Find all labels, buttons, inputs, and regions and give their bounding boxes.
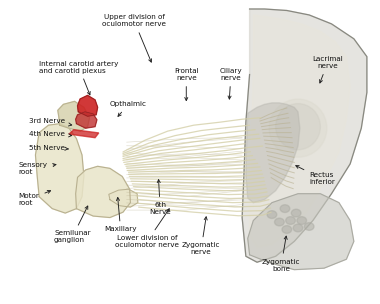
Circle shape [291, 209, 301, 217]
Circle shape [297, 217, 307, 224]
Circle shape [267, 211, 277, 219]
Circle shape [286, 217, 295, 224]
Circle shape [282, 226, 292, 233]
Text: Internal carotid artery
and carotid plexus: Internal carotid artery and carotid plex… [39, 60, 119, 95]
Polygon shape [78, 95, 98, 116]
Text: Rectus
inferior: Rectus inferior [296, 166, 335, 185]
Text: Maxillary: Maxillary [105, 198, 137, 233]
Ellipse shape [269, 99, 327, 157]
Polygon shape [242, 9, 367, 262]
Text: 5th Nerve: 5th Nerve [29, 144, 68, 150]
Circle shape [274, 218, 284, 226]
Polygon shape [246, 103, 300, 203]
Text: Zygomatic
bone: Zygomatic bone [262, 236, 301, 272]
Text: 3rd Nerve: 3rd Nerve [29, 118, 72, 126]
Circle shape [304, 223, 314, 230]
Text: Lower division of
oculomotor nerve: Lower division of oculomotor nerve [115, 209, 179, 248]
Text: Ciliary
nerve: Ciliary nerve [220, 68, 242, 99]
Text: Frontal
nerve: Frontal nerve [174, 68, 199, 101]
Polygon shape [248, 194, 354, 270]
Text: Opthalmic: Opthalmic [110, 101, 147, 116]
Polygon shape [109, 189, 138, 207]
Text: Semilunar
ganglion: Semilunar ganglion [54, 206, 91, 244]
Circle shape [293, 224, 303, 232]
Text: Sensory
root: Sensory root [19, 162, 56, 175]
Text: 6th
Nerve: 6th Nerve [149, 180, 171, 215]
Polygon shape [250, 15, 350, 247]
Text: Upper division of
oculomotor nerve: Upper division of oculomotor nerve [102, 14, 166, 62]
Circle shape [280, 205, 290, 212]
Polygon shape [35, 124, 84, 213]
Text: Lacrimal
nerve: Lacrimal nerve [312, 56, 343, 83]
Ellipse shape [276, 104, 320, 150]
Text: Motor
root: Motor root [19, 191, 51, 206]
Polygon shape [76, 112, 97, 128]
Polygon shape [69, 130, 99, 138]
Text: Zygomatic
nerve: Zygomatic nerve [182, 217, 220, 255]
Polygon shape [58, 101, 89, 131]
Polygon shape [76, 166, 130, 218]
Text: 4th Nerve: 4th Nerve [29, 131, 72, 137]
